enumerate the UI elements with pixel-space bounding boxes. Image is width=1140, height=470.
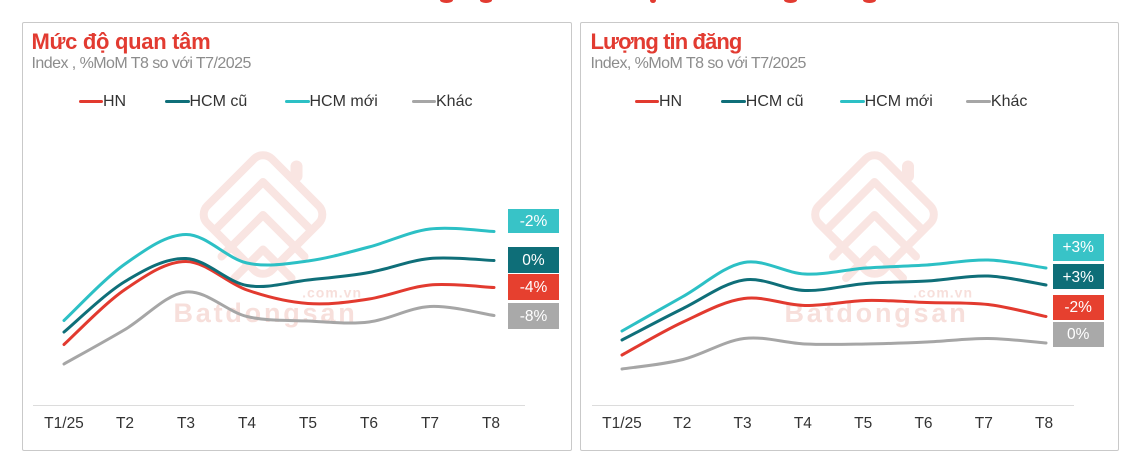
svg-text:.com.vn: .com.vn bbox=[913, 285, 973, 301]
svg-text:.com.vn: .com.vn bbox=[302, 285, 362, 301]
